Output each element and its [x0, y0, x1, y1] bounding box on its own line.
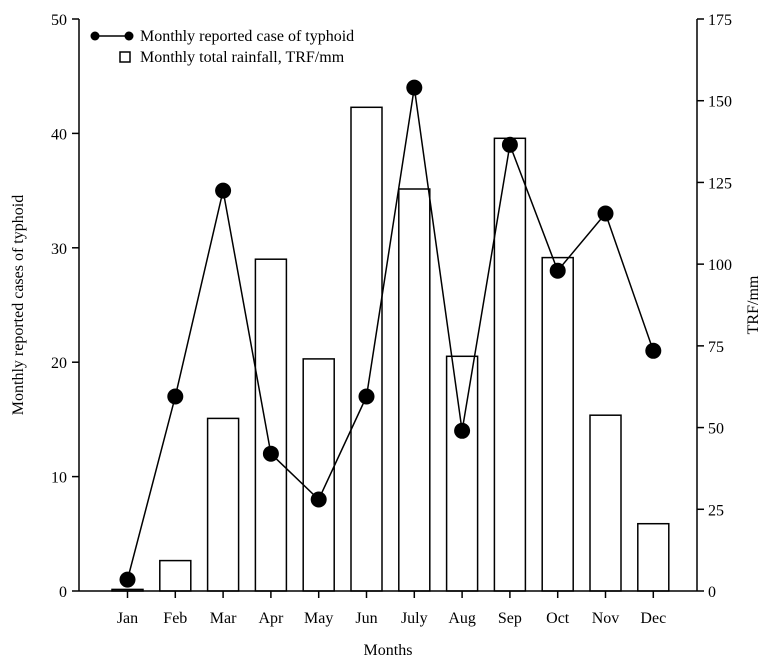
- point-sep: [501, 136, 518, 153]
- bar-may: [302, 358, 335, 592]
- left-tick-label: 20: [51, 355, 67, 372]
- left-tick-label: 10: [51, 470, 67, 487]
- bar-aug: [445, 355, 479, 592]
- right-tick-label: 0: [708, 584, 716, 601]
- bar-feb: [159, 559, 192, 592]
- x-tick-label-july: July: [401, 610, 428, 627]
- right-tick-label: 125: [708, 175, 732, 192]
- legend-line-dot-right: [124, 31, 134, 41]
- legend-label-typhoid: Monthly reported case of typhoid: [140, 28, 354, 45]
- right-tick-label: 75: [708, 339, 724, 356]
- point-jun: [358, 388, 375, 405]
- left-tick-label: 50: [51, 12, 67, 29]
- bar-nov: [589, 414, 622, 592]
- x-tick-label-sep: Sep: [498, 610, 522, 627]
- x-axis-title: Months: [364, 642, 413, 658]
- right-tick-label: 50: [708, 421, 724, 438]
- axes: [78, 19, 698, 592]
- point-mar: [215, 182, 232, 199]
- legend-bar-swatch: [119, 51, 131, 63]
- x-tick-label-mar: Mar: [210, 610, 237, 627]
- bar-jun: [350, 106, 383, 592]
- x-tick-label-jun: Jun: [355, 610, 377, 627]
- x-tick-label-apr: Apr: [258, 610, 284, 627]
- typhoid-line-path: [126, 87, 655, 580]
- bar-july: [398, 188, 431, 592]
- typhoid-line: [119, 79, 662, 588]
- point-apr: [262, 445, 279, 462]
- x-tick-label-dec: Dec: [640, 610, 666, 627]
- rainfall-bars: [111, 106, 670, 592]
- point-may: [310, 491, 327, 508]
- legend-line-dot-left: [90, 31, 100, 41]
- point-aug: [454, 422, 471, 439]
- point-dec: [645, 342, 662, 359]
- bar-apr: [254, 258, 288, 592]
- point-july: [406, 79, 423, 96]
- x-tick-label-aug: Aug: [448, 610, 476, 627]
- left-tick-label: 30: [51, 241, 67, 258]
- point-oct: [549, 262, 566, 279]
- left-tick-label: 0: [59, 584, 67, 601]
- legend: Monthly reported case of typhoid Monthly…: [90, 28, 354, 66]
- bar-mar: [206, 417, 240, 592]
- x-tick-label-jan: Jan: [117, 610, 138, 627]
- x-tick-label-oct: Oct: [546, 610, 570, 627]
- x-tick-label-feb: Feb: [163, 610, 187, 627]
- x-tick-label-may: May: [304, 610, 333, 627]
- right-tick-label: 175: [708, 12, 732, 29]
- x-tick-label-nov: Nov: [592, 610, 620, 627]
- left-axis-ticks: 0 10 20 30 40 50: [51, 12, 79, 601]
- point-nov: [597, 205, 614, 222]
- right-tick-label: 25: [708, 502, 724, 519]
- bar-dec: [637, 522, 670, 592]
- left-tick-label: 40: [51, 126, 67, 143]
- right-tick-label: 100: [708, 257, 732, 274]
- point-jan: [119, 571, 136, 588]
- right-tick-label: 150: [708, 94, 732, 111]
- legend-label-rainfall: Monthly total rainfall, TRF/mm: [140, 49, 345, 66]
- y-axis-title: Monthly reported cases of typhoid: [10, 195, 27, 415]
- x-axis-ticks: Jan Feb Mar Apr May Jun July Aug Sep Oct Nov Dec: [117, 591, 666, 627]
- right-axis-ticks: 0 25 50 75 100 125 150 175: [697, 12, 732, 601]
- bar-oct: [541, 256, 574, 592]
- y2-axis-title: TRF/mm: [745, 275, 759, 334]
- point-feb: [167, 388, 184, 405]
